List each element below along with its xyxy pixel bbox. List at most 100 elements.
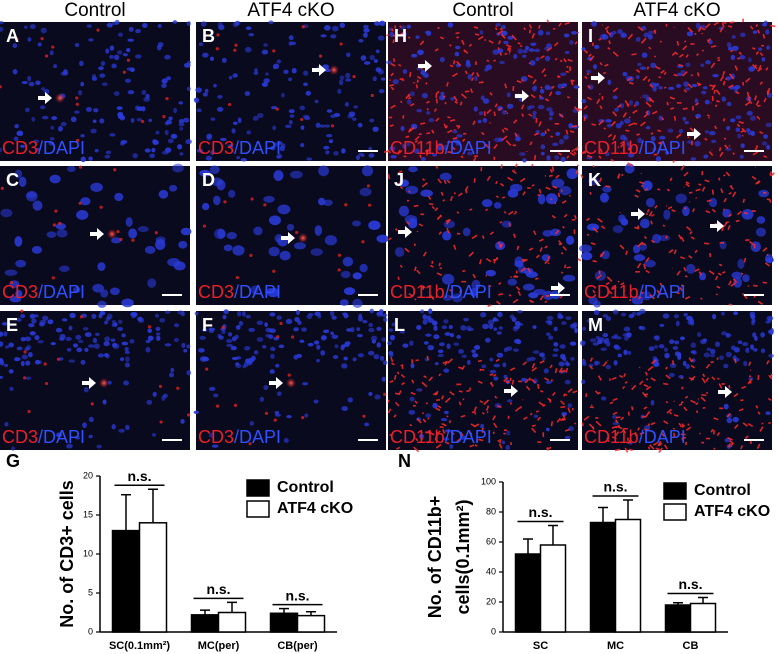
nucleus: [545, 31, 551, 36]
process: [558, 22, 563, 27]
arrow: [90, 228, 104, 240]
process: [723, 174, 726, 177]
process: [550, 198, 553, 201]
process: [600, 225, 606, 230]
process: [439, 267, 442, 270]
nucleus: [364, 422, 370, 427]
nucleus: [272, 125, 277, 131]
nucleus: [173, 323, 180, 328]
nucleus: [279, 250, 291, 261]
nucleus: [726, 417, 733, 424]
process: [522, 361, 528, 366]
process: [558, 243, 562, 246]
nucleus: [512, 348, 519, 352]
nucleus: [597, 337, 605, 342]
process: [612, 111, 618, 117]
nucleus: [581, 251, 593, 261]
process: [617, 146, 620, 149]
nucleus: [545, 320, 553, 324]
process: [627, 33, 634, 40]
nucleus: [0, 341, 4, 347]
nucleus: [574, 327, 579, 334]
nucleus: [263, 385, 269, 390]
nucleus: [506, 399, 513, 403]
nucleus: [695, 113, 702, 119]
process: [522, 191, 526, 196]
nucleus: [105, 150, 112, 155]
nucleus: [635, 75, 640, 80]
process: [471, 411, 476, 414]
x-tick-label: CB(per): [277, 640, 318, 652]
nucleus: [559, 186, 572, 196]
process: [547, 255, 551, 259]
nucleus: [236, 356, 242, 360]
process: [751, 175, 757, 180]
nucleus: [522, 49, 528, 54]
nucleus: [341, 406, 348, 412]
nucleus: [187, 60, 191, 65]
process: [442, 360, 448, 365]
process: [628, 448, 633, 452]
nucleus: [226, 339, 233, 344]
nucleus: [493, 363, 501, 368]
process: [387, 149, 392, 154]
stain-label: CD3/DAPI: [198, 427, 281, 447]
process: [713, 89, 716, 94]
process: [499, 243, 503, 249]
process: [582, 358, 585, 361]
process: [529, 299, 535, 304]
nucleus: [357, 122, 363, 128]
process: [654, 204, 658, 209]
process: [539, 360, 545, 364]
process: [458, 401, 462, 406]
nucleus: [732, 355, 737, 361]
process: [673, 115, 677, 121]
process: [590, 404, 593, 407]
nucleus: [678, 128, 684, 134]
nucleus: [546, 155, 551, 161]
nucleus: [624, 336, 629, 341]
nucleus: [685, 364, 690, 370]
nucleus: [3, 331, 8, 337]
process: [460, 414, 466, 418]
process: [671, 51, 677, 57]
nucleus: [142, 23, 148, 29]
process: [539, 295, 544, 301]
process: [710, 428, 714, 433]
nucleus: [92, 283, 104, 293]
stain-label: CD11b/DAPI: [584, 427, 686, 447]
process: [447, 129, 453, 134]
nucleus: [352, 272, 362, 280]
nucleus: [592, 342, 599, 346]
process: [395, 392, 400, 395]
panel-letter: D: [202, 170, 215, 190]
process: [428, 431, 435, 436]
nucleus: [198, 348, 205, 353]
process: [414, 400, 418, 404]
stain-counter: /DAPI: [234, 138, 281, 158]
panel-letter: I: [588, 26, 593, 46]
process: [483, 399, 490, 406]
nucleus: [420, 189, 433, 197]
nucleus: [14, 357, 21, 362]
nucleus: [367, 350, 375, 356]
process: [503, 377, 509, 383]
nucleus: [0, 26, 4, 32]
nucleus: [480, 312, 487, 318]
nucleus: [14, 169, 23, 179]
nucleus: [232, 21, 239, 28]
process: [624, 381, 628, 384]
nucleus: [204, 88, 209, 93]
nucleus: [381, 337, 386, 342]
nucleus: [748, 57, 752, 63]
nucleus: [675, 320, 680, 327]
nucleus: [4, 421, 9, 427]
process: [583, 105, 588, 110]
process: [419, 40, 425, 46]
process: [464, 189, 468, 194]
nucleus: [84, 332, 92, 338]
stain-marker: CD3: [198, 427, 234, 447]
nucleus: [456, 334, 462, 339]
process: [730, 282, 737, 287]
process: [569, 151, 576, 157]
